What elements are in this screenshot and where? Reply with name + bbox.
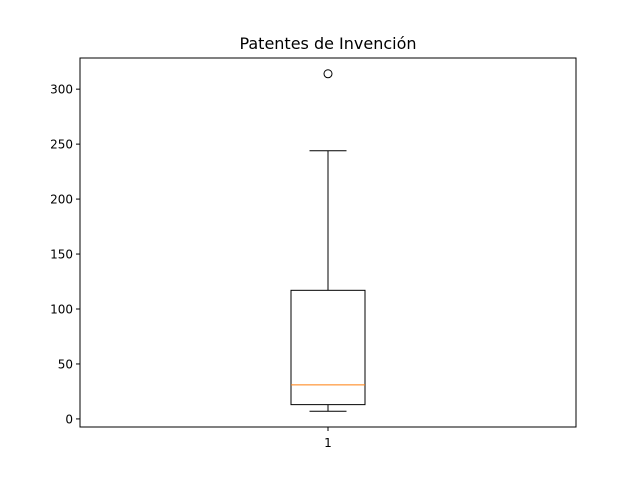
y-tick-label: 150: [50, 248, 73, 262]
y-tick-label: 250: [50, 138, 73, 152]
y-tick-label: 200: [50, 193, 73, 207]
x-tick-label: 1: [324, 436, 332, 450]
y-tick-label: 0: [65, 412, 73, 426]
chart-title: Patentes de Invención: [239, 34, 416, 53]
y-tick-label: 50: [58, 357, 73, 371]
y-tick-label: 100: [50, 303, 73, 317]
y-tick-label: 300: [50, 83, 73, 97]
